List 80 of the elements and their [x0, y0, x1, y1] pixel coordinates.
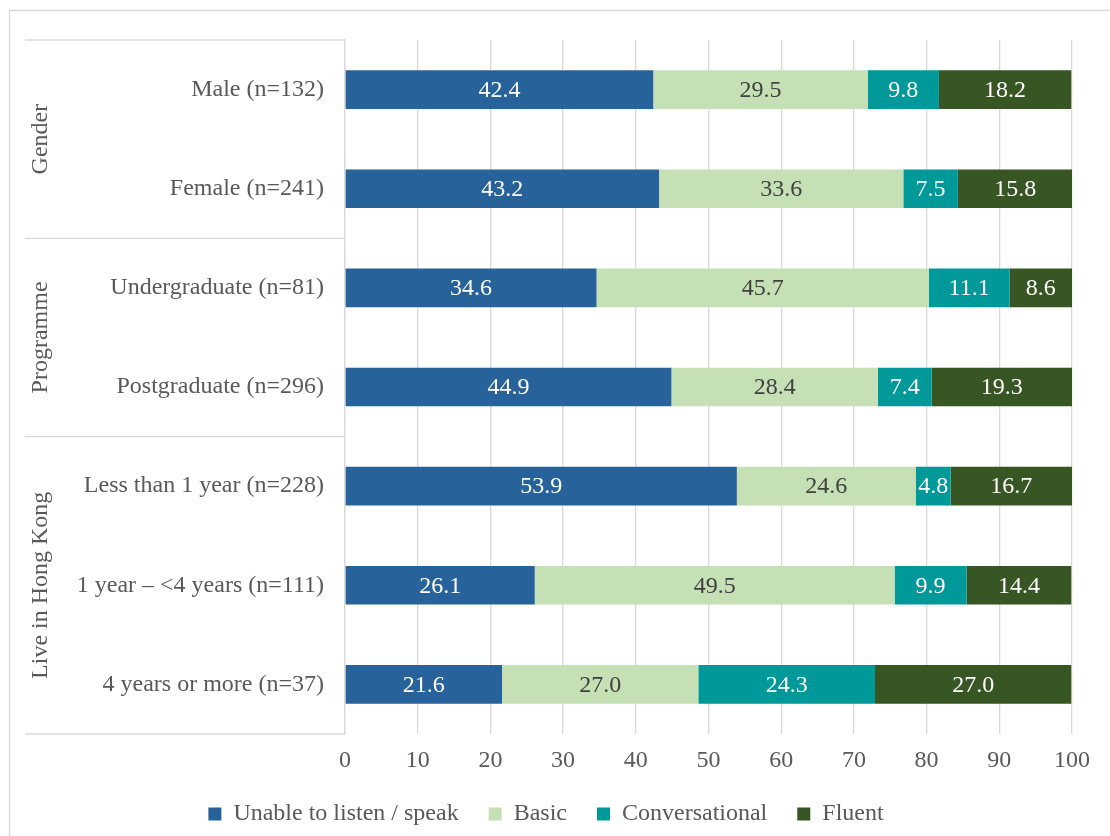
data-label: 29.5 — [739, 75, 782, 102]
data-label: 43.2 — [481, 175, 524, 202]
x-tick-label: 20 — [478, 745, 503, 772]
bar — [903, 169, 958, 209]
bar — [931, 367, 1072, 407]
x-tick-label: 80 — [914, 745, 939, 772]
bar — [877, 367, 932, 407]
y-tick-label: 1 year – <4 years (n=111) — [76, 570, 324, 597]
bar — [596, 268, 929, 308]
bar — [928, 268, 1010, 308]
bar — [671, 367, 878, 407]
data-label: 42.4 — [478, 75, 521, 102]
data-label: 11.1 — [948, 274, 990, 301]
data-label: 27.0 — [579, 670, 622, 697]
bar — [957, 169, 1072, 209]
data-label: 7.4 — [889, 373, 920, 400]
y-tick-label: Female (n=241) — [169, 174, 324, 201]
y-tick-label: 4 years or more (n=37) — [102, 669, 324, 696]
bar — [345, 665, 503, 704]
bar — [736, 466, 916, 506]
x-tick-label: 100 — [1054, 745, 1090, 772]
text: Programme — [26, 281, 53, 394]
data-label: 9.9 — [915, 571, 946, 598]
data-label: 19.3 — [980, 373, 1023, 400]
x-tick-label: 60 — [769, 745, 794, 772]
legend-label: Conversational — [621, 799, 768, 826]
text: Live in Hong Kong — [26, 491, 53, 679]
bar — [867, 70, 939, 109]
x-tick-label: 70 — [841, 745, 866, 772]
data-label: 49.5 — [693, 571, 736, 598]
legend-label: Unable to listen / speak — [233, 799, 459, 826]
bar — [534, 565, 895, 605]
data-label: 27.0 — [952, 670, 995, 697]
legend-label: Fluent — [822, 799, 884, 826]
data-label: 33.6 — [760, 175, 803, 202]
bar — [345, 367, 672, 407]
bar — [345, 466, 737, 506]
x-tick-label: 50 — [696, 745, 721, 772]
data-label: 18.2 — [984, 75, 1027, 102]
bar — [950, 466, 1072, 506]
bar — [345, 565, 535, 605]
legend-label: Basic — [513, 799, 567, 826]
x-tick-label: 90 — [987, 745, 1012, 772]
bar — [966, 565, 1072, 605]
data-label: 45.7 — [741, 274, 784, 301]
data-label: 44.9 — [487, 373, 530, 400]
data-label: 53.9 — [520, 472, 563, 499]
y-tick-label: Male (n=132) — [191, 74, 324, 101]
x-tick-label: 10 — [405, 745, 430, 772]
bar — [659, 169, 904, 209]
data-label: 7.5 — [915, 175, 946, 202]
x-tick-label: 40 — [623, 745, 648, 772]
data-label: 15.8 — [994, 175, 1037, 202]
data-label: 4.8 — [918, 472, 949, 499]
data-label: 24.6 — [805, 472, 848, 499]
y-tick-label: Postgraduate (n=296) — [116, 372, 324, 399]
bar — [874, 665, 1072, 704]
data-label: 9.8 — [888, 75, 919, 102]
x-tick-label: 30 — [551, 745, 576, 772]
bar — [653, 70, 868, 109]
bar — [698, 665, 875, 704]
y-tick-label: Less than 1 year (n=228) — [83, 471, 324, 498]
data-label: 14.4 — [997, 571, 1040, 598]
x-tick-label: 0 — [339, 745, 351, 772]
data-label: 28.4 — [753, 373, 796, 400]
text: Gender — [26, 103, 53, 175]
y-tick-label: Undergraduate (n=81) — [110, 273, 324, 300]
data-label: 24.3 — [765, 670, 808, 697]
bar — [502, 665, 699, 704]
data-label: 16.7 — [990, 472, 1033, 499]
data-label: 34.6 — [450, 274, 493, 301]
bar — [1009, 268, 1072, 308]
bar — [894, 565, 967, 605]
bar — [938, 70, 1072, 109]
bar — [345, 70, 654, 109]
data-label: 21.6 — [402, 670, 445, 697]
data-label: 26.1 — [419, 571, 462, 598]
bar — [345, 169, 660, 209]
data-label: 8.6 — [1025, 274, 1056, 301]
bar — [345, 268, 597, 308]
